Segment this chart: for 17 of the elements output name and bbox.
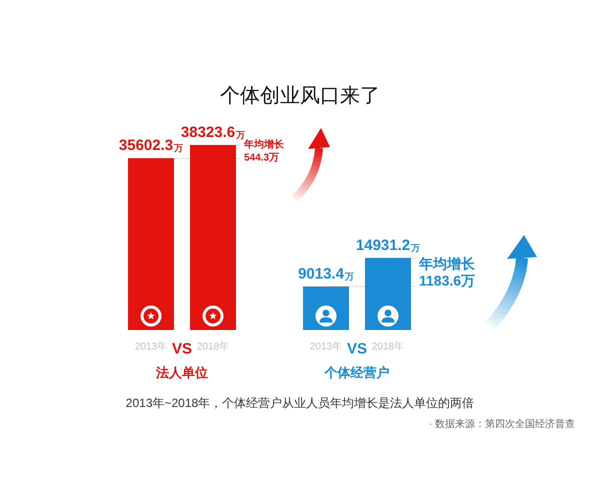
text: 年均增长 1183.6万 [418, 256, 476, 289]
x-tick-label: 2018年 [196, 340, 230, 352]
text: VS [172, 340, 192, 358]
x-tick-label: 2018年 [372, 340, 404, 352]
text: 年均增长 544.3万 [243, 138, 285, 164]
text: 2013年~2018年，个体经营户从业人员年均增长是法人单位的两倍 [124, 395, 476, 411]
text: VS [346, 340, 368, 358]
x-axis-title: 个体经营户 [324, 365, 390, 380]
x-axis-title: 法人单位 [155, 365, 208, 380]
x-tick-label: 2013年 [310, 340, 342, 352]
x-tick-label: 2013年 [134, 340, 168, 352]
data-label: 38323.6万 [180, 124, 246, 141]
data-label: 9013.4万 [298, 265, 354, 282]
text: 个体创业风口来了 [219, 84, 381, 109]
text: · 数据来源：第四次全国经济普查 [428, 418, 575, 431]
data-label: 14931.2万 [356, 236, 420, 254]
data-label: 35602.3万 [118, 137, 184, 154]
